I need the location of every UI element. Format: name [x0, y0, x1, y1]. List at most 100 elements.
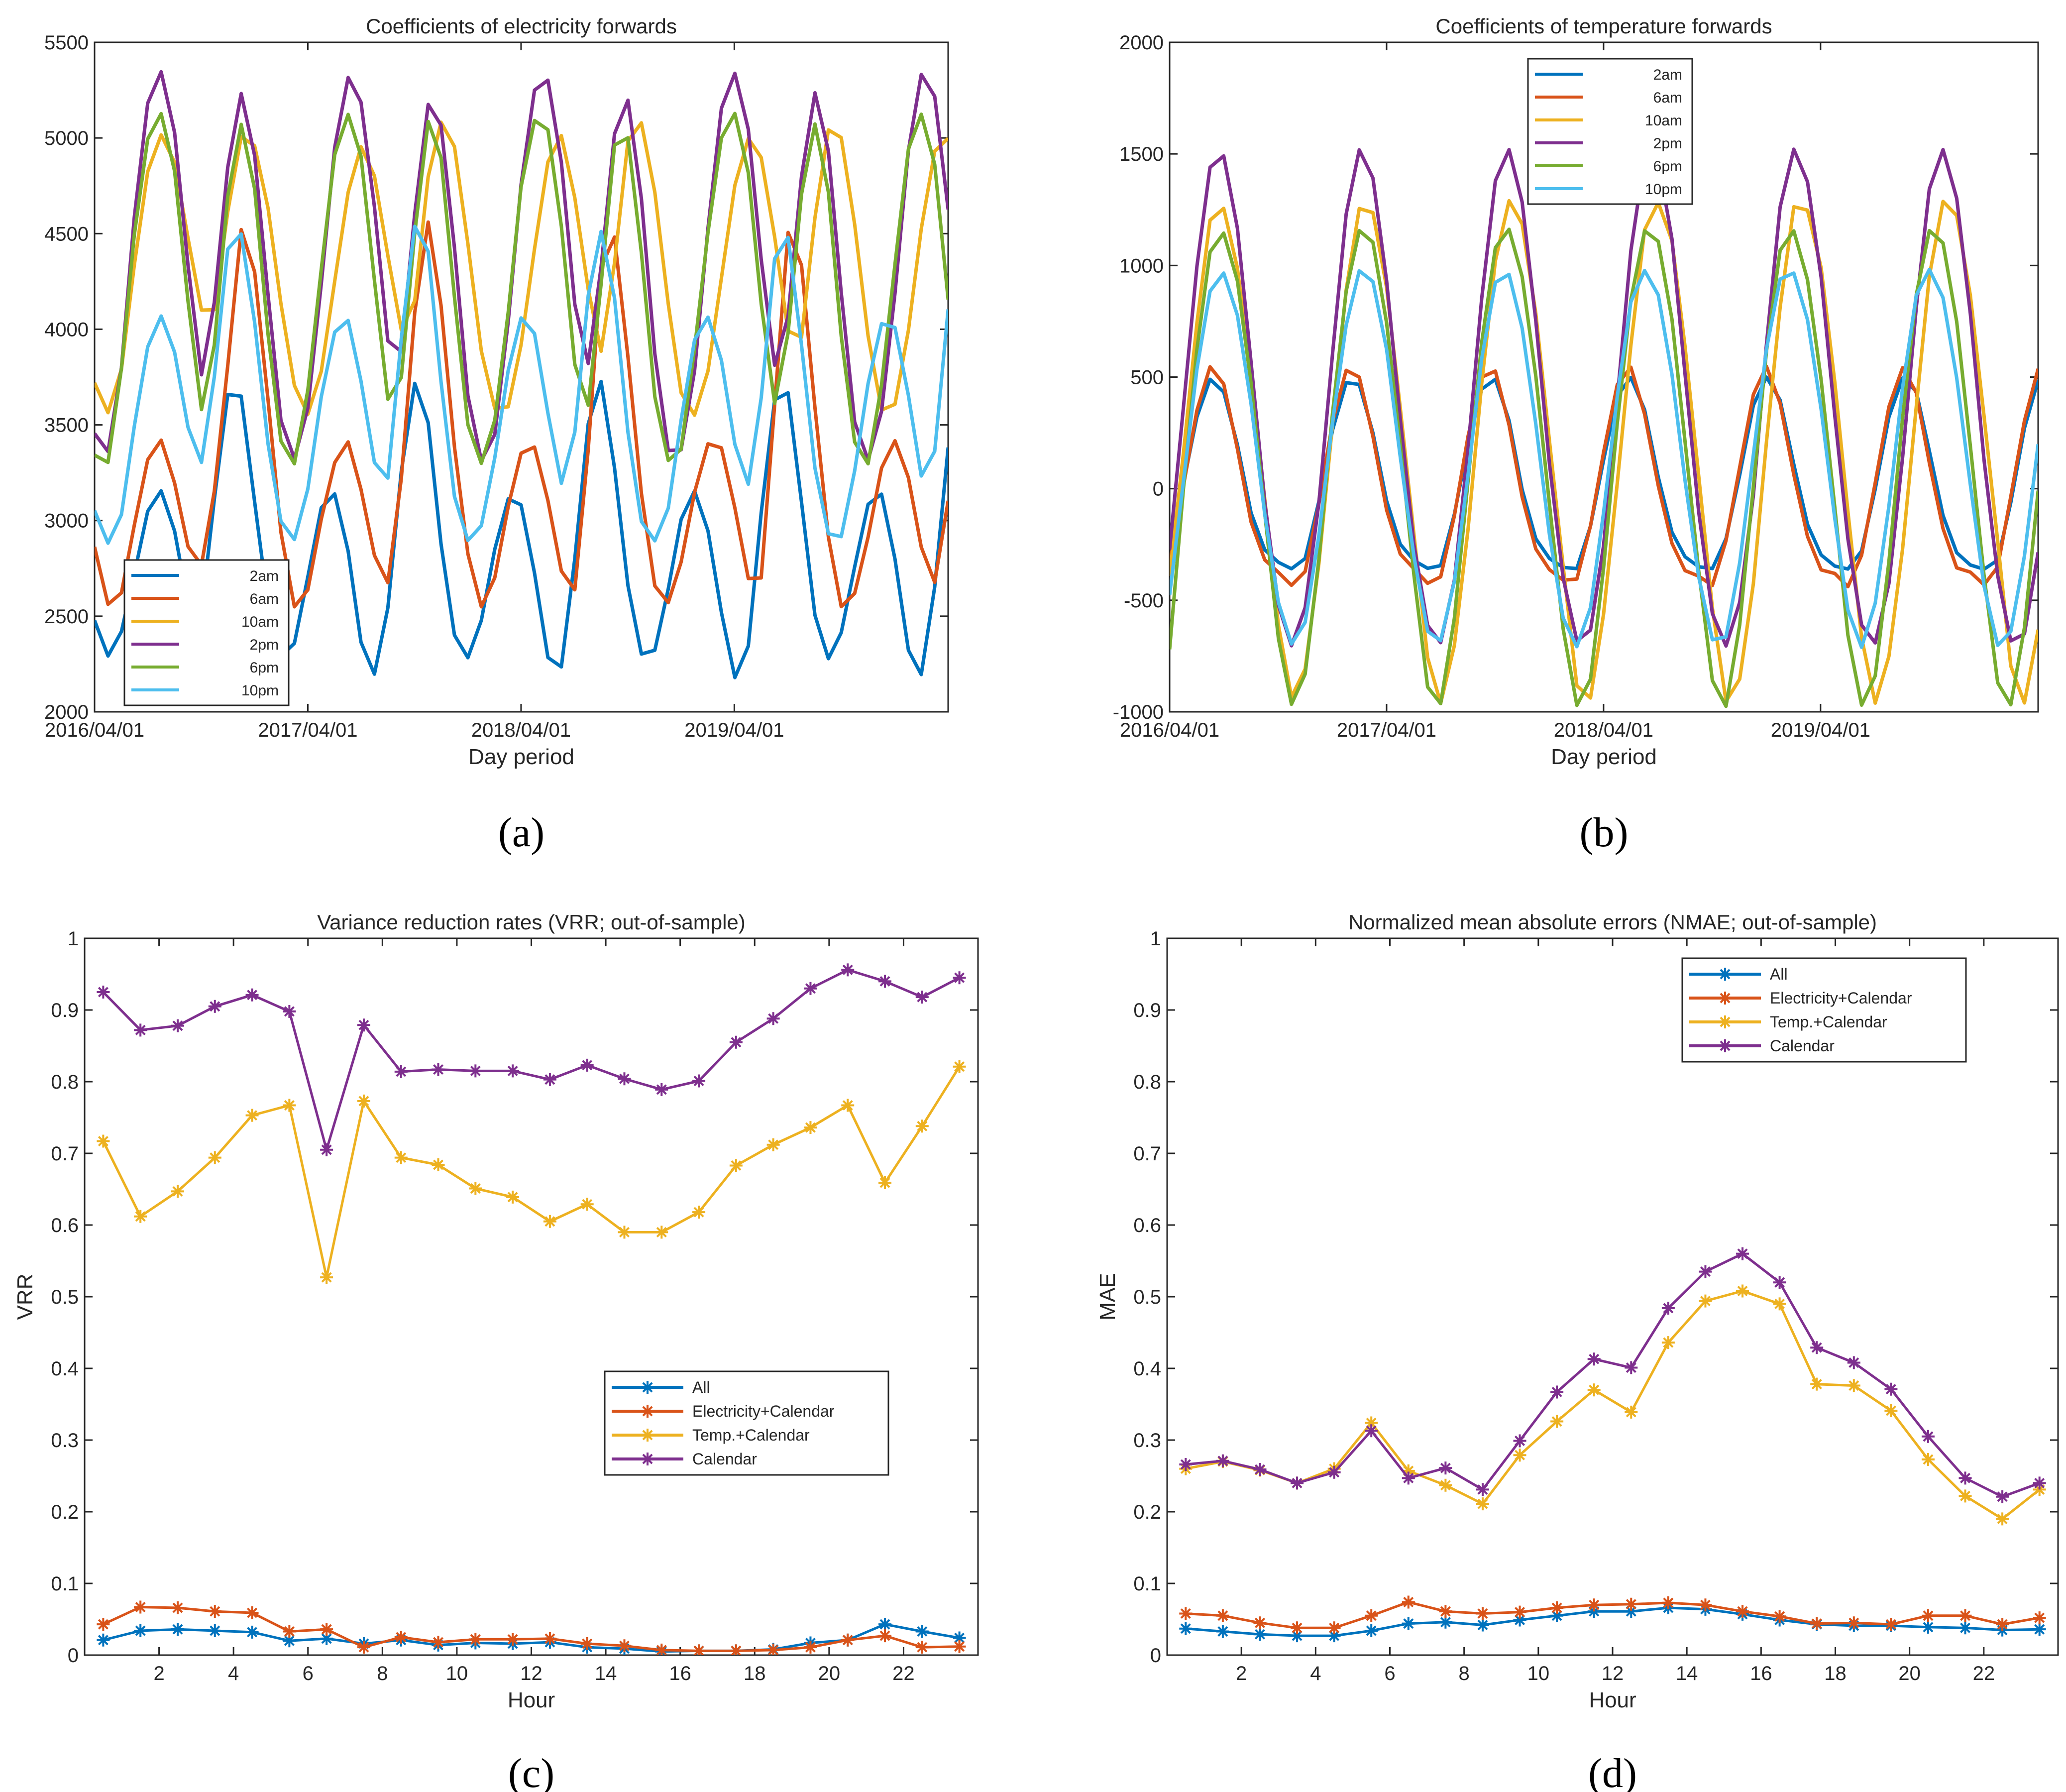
y-tick-label: 0.7 [1133, 1143, 1161, 1165]
data-point [469, 1064, 482, 1078]
x-tick-label: 2 [153, 1663, 164, 1684]
data-point [469, 1182, 482, 1195]
data-point [97, 1633, 110, 1647]
data-point [1365, 1609, 1378, 1622]
x-tick-label: 8 [377, 1663, 388, 1684]
data-point [766, 1012, 780, 1025]
data-point [1625, 1405, 1638, 1419]
data-point [1773, 1276, 1786, 1289]
data-point [1476, 1483, 1489, 1496]
legend-label: Electricity+Calendar [1770, 989, 1912, 1007]
legend: 2am 6am 10am 2pm 6pm 10pm [1527, 58, 1693, 205]
data-point [1996, 1618, 2009, 1631]
data-point [1216, 1609, 1229, 1622]
data-point [97, 1134, 110, 1148]
data-point [804, 1121, 817, 1134]
series-line-temp-calendar [102, 1066, 961, 1279]
y-tick-label: 2500 [44, 606, 89, 628]
data-point [1958, 1489, 1972, 1503]
data-point [1365, 1624, 1378, 1638]
legend-label: 10pm [241, 682, 279, 699]
legend-marker [1719, 992, 1732, 1005]
panel-label: (c) [508, 1750, 554, 1792]
data-point [953, 971, 966, 985]
data-point [1587, 1383, 1601, 1397]
data-point [1179, 1622, 1193, 1635]
legend-label: All [1770, 965, 1788, 983]
data-point [1699, 1265, 1712, 1278]
series-line-calendar [102, 968, 960, 1151]
y-tick-label: 3000 [44, 510, 89, 532]
data-point [729, 1159, 743, 1172]
data-point [134, 1210, 147, 1223]
data-point [729, 1644, 743, 1655]
data-point [1661, 1302, 1675, 1315]
data-point [1810, 1617, 1824, 1630]
legend-label: 10am [241, 614, 279, 630]
data-point [1439, 1605, 1452, 1618]
data-point [618, 1072, 631, 1086]
y-tick-label: 0.9 [1133, 1000, 1161, 1021]
x-tick-label: 2018/04/01 [471, 719, 571, 741]
y-tick-label: 5500 [44, 32, 89, 54]
data-point [1253, 1616, 1267, 1630]
data-point [1550, 1415, 1564, 1428]
data-point [1439, 1615, 1452, 1629]
data-point [1253, 1463, 1267, 1476]
data-point [2033, 1623, 2046, 1636]
data-point [1179, 1607, 1193, 1620]
data-point [1476, 1618, 1489, 1632]
x-tick-label: 20 [1898, 1663, 1921, 1684]
series-line-temp-calendar [1185, 1290, 2041, 1520]
y-tick-label: 0.9 [51, 1000, 79, 1021]
data-point [1625, 1361, 1638, 1374]
data-point [1550, 1385, 1564, 1399]
y-tick-label: 4500 [44, 223, 89, 245]
x-tick-label: 12 [1602, 1663, 1624, 1684]
legend-box [1527, 58, 1693, 205]
data-point [1291, 1476, 1304, 1490]
data-point [171, 1185, 184, 1198]
data-point [1327, 1629, 1341, 1643]
x-tick-label: 2019/04/01 [1771, 719, 1870, 741]
x-tick-label: 6 [303, 1663, 314, 1684]
data-point [171, 1019, 184, 1032]
data-point [1291, 1629, 1304, 1643]
data-point [841, 963, 855, 977]
data-point [543, 1073, 556, 1086]
x-tick-label: 16 [669, 1663, 691, 1684]
series-line-calendar [1186, 1252, 2040, 1498]
data-point [1921, 1430, 1935, 1443]
data-point [1327, 1621, 1341, 1635]
data-point [320, 1623, 333, 1636]
data-point [841, 1633, 855, 1647]
data-point [1402, 1595, 1415, 1609]
y-tick-label: 2000 [44, 701, 89, 723]
y-tick-label: 0.6 [1133, 1215, 1161, 1236]
chart-title: Normalized mean absolute errors (NMAE; o… [1348, 910, 1877, 934]
data-point [1253, 1628, 1267, 1641]
data-point [283, 1634, 296, 1648]
data-point [655, 1226, 668, 1239]
y-tick-label: 0.1 [1133, 1573, 1161, 1595]
y-tick-label: 0.6 [51, 1215, 79, 1236]
legend-label: All [692, 1378, 710, 1396]
data-point [1847, 1379, 1860, 1392]
x-axis-label: Hour [1589, 1688, 1636, 1712]
y-tick-label: 0.4 [1133, 1358, 1161, 1380]
data-point [953, 1631, 966, 1645]
x-tick-label: 2017/04/01 [258, 719, 357, 741]
x-tick-label: 18 [1824, 1663, 1847, 1684]
data-point [357, 1641, 370, 1654]
data-point [1661, 1336, 1675, 1349]
data-point [1513, 1434, 1526, 1448]
data-point [1884, 1382, 1898, 1396]
y-tick-label: 0.8 [51, 1071, 79, 1093]
y-tick-label: 0.5 [51, 1286, 79, 1308]
data-point [1513, 1613, 1526, 1627]
legend: 2am 6am 10am 2pm 6pm 10pm [123, 559, 290, 706]
data-point [1550, 1609, 1564, 1622]
data-point [394, 1151, 408, 1164]
data-point [506, 1190, 520, 1204]
